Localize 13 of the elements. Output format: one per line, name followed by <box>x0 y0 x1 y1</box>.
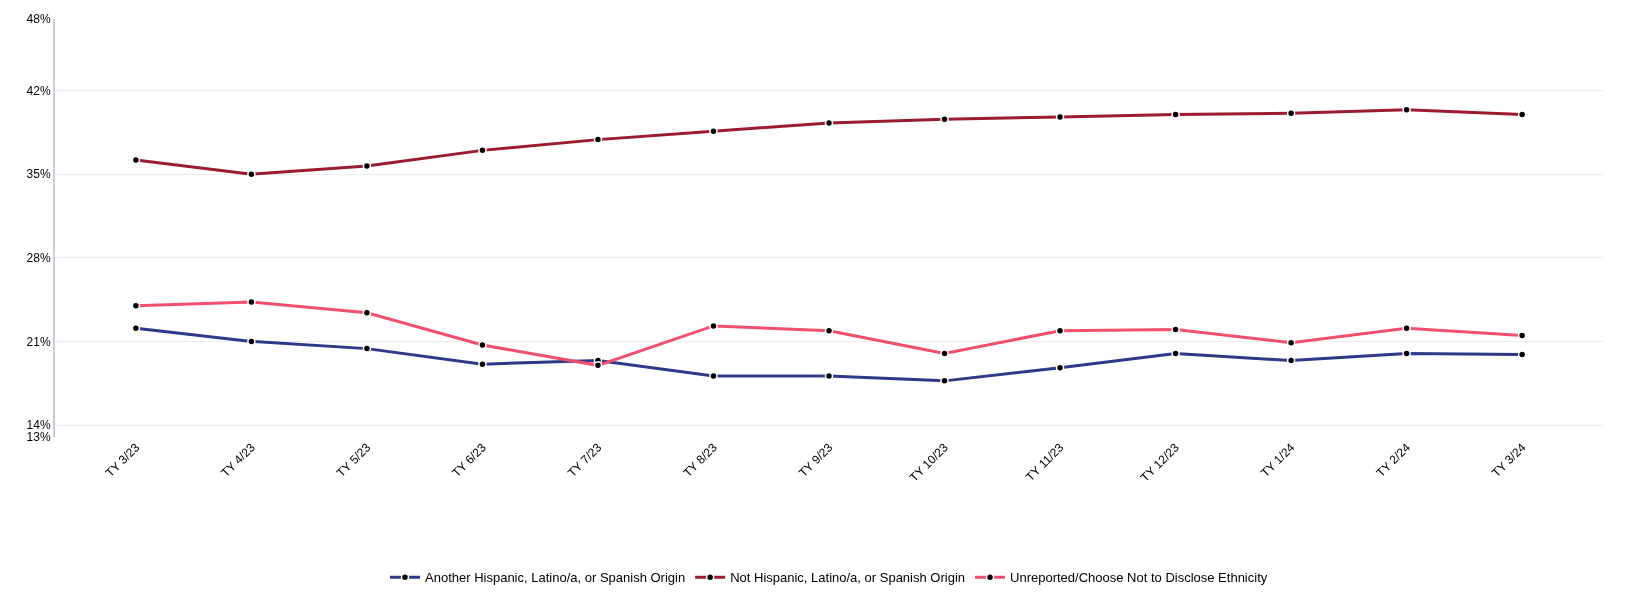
y-tick-label: 21% <box>26 334 51 349</box>
y-tick-label: 28% <box>26 251 51 266</box>
x-tick-label: TY 7/23 <box>564 440 605 480</box>
legend-label: Another Hispanic, Latino/a, or Spanish Origin <box>425 570 686 586</box>
y-tick-label: 13% <box>26 430 51 445</box>
y-tick-label: 14% <box>26 418 51 433</box>
y-tick-label: 42% <box>26 83 51 98</box>
y-tick-label: 48% <box>26 12 51 27</box>
y-tick-label: 35% <box>26 167 51 182</box>
x-tick-label: TY 2/24 <box>1373 440 1414 480</box>
legend-label: Not Hispanic, Latino/a, or Spanish Origin <box>730 570 966 586</box>
legend-label: Unreported/Choose Not to Disclose Ethnicity <box>1010 570 1268 586</box>
x-tick-label: TY 4/23 <box>218 440 258 480</box>
